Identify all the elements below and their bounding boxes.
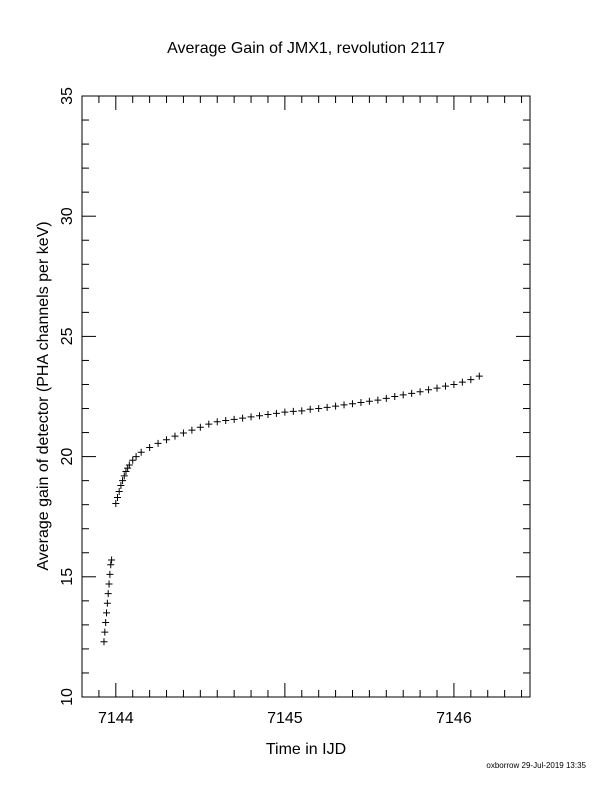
- data-point-marker: [100, 638, 108, 646]
- y-tick-label: 30: [59, 207, 76, 225]
- y-axis-label: Average gain of detector (PHA channels p…: [35, 221, 52, 570]
- x-axis-ticks: [81, 96, 523, 697]
- data-point-marker: [120, 472, 128, 480]
- y-tick-label: 35: [59, 87, 76, 105]
- data-point-marker: [340, 401, 348, 409]
- data-point-marker: [102, 618, 110, 626]
- data-point-marker: [115, 487, 123, 495]
- y-axis-ticks: [82, 95, 530, 698]
- data-point-marker: [112, 499, 120, 507]
- data-point-marker: [106, 570, 114, 578]
- y-tick-label: 15: [59, 568, 76, 586]
- data-point-marker: [425, 386, 433, 394]
- data-point-marker: [103, 599, 111, 607]
- data-point-marker: [332, 402, 340, 410]
- x-axis-tick-labels: 7144 7145 7146: [98, 710, 472, 727]
- data-point-marker: [323, 403, 331, 411]
- data-point-marker: [107, 561, 115, 569]
- data-point-marker: [108, 556, 116, 564]
- data-point-marker: [256, 412, 264, 420]
- data-point-marker: [114, 493, 122, 501]
- data-point-marker: [196, 423, 204, 431]
- data-point-marker: [272, 409, 280, 417]
- data-point-marker: [154, 439, 162, 447]
- x-axis-label: Time in IJD: [266, 741, 346, 758]
- data-point-marker: [103, 609, 111, 617]
- data-point-marker: [247, 413, 255, 421]
- data-point-marker: [124, 464, 132, 472]
- data-point-marker: [433, 384, 441, 392]
- chart-title: Average Gain of JMX1, revolution 2117: [167, 40, 445, 57]
- y-tick-label: 20: [59, 448, 76, 466]
- y-tick-label: 25: [59, 327, 76, 345]
- y-tick-label: 10: [59, 688, 76, 706]
- data-point-marker: [264, 411, 272, 419]
- data-point-marker: [298, 407, 306, 415]
- plot-area-frame: [81, 95, 531, 698]
- x-tick-label: 7144: [98, 710, 134, 727]
- data-point-marker: [179, 429, 187, 437]
- data-point-marker: [281, 408, 289, 416]
- data-point-marker: [119, 477, 127, 485]
- data-point-marker: [239, 414, 247, 422]
- data-point-marker: [374, 396, 382, 404]
- y-axis-tick-labels: 10 15 20 25 30 35: [59, 87, 76, 706]
- data-points: [100, 372, 483, 646]
- data-point-marker: [129, 456, 137, 464]
- data-point-marker: [230, 415, 238, 423]
- data-point-marker: [125, 461, 133, 469]
- data-point-marker: [122, 468, 130, 476]
- data-point-marker: [357, 399, 365, 407]
- data-point-marker: [408, 389, 416, 397]
- footer-credit: oxborrow 29-Jul-2019 13:35: [486, 761, 586, 770]
- data-point-marker: [104, 590, 112, 598]
- data-point-marker: [475, 372, 483, 380]
- data-point-marker: [146, 443, 154, 451]
- data-point-marker: [306, 405, 314, 413]
- data-point-marker: [205, 420, 213, 428]
- x-tick-label: 7146: [436, 710, 472, 727]
- data-point-marker: [289, 407, 297, 415]
- data-point-marker: [213, 418, 221, 426]
- data-point-marker: [222, 417, 230, 425]
- data-point-marker: [391, 393, 399, 400]
- data-point-marker: [399, 391, 407, 399]
- data-point-marker: [132, 453, 140, 461]
- data-point-marker: [467, 376, 475, 384]
- data-point-marker: [101, 628, 109, 636]
- x-tick-label: 7145: [267, 710, 303, 727]
- data-point-marker: [416, 388, 424, 396]
- data-point-marker: [458, 378, 466, 386]
- data-point-marker: [163, 436, 171, 444]
- data-point-marker: [171, 432, 179, 440]
- data-point-marker: [188, 426, 196, 434]
- data-point-marker: [382, 394, 390, 402]
- data-point-marker: [450, 380, 458, 388]
- data-point-marker: [348, 400, 356, 408]
- data-point-marker: [441, 382, 449, 390]
- data-point-marker: [137, 448, 145, 456]
- data-point-marker: [315, 405, 323, 413]
- data-point-marker: [117, 481, 125, 489]
- data-point-marker: [365, 397, 373, 405]
- data-point-marker: [105, 580, 113, 588]
